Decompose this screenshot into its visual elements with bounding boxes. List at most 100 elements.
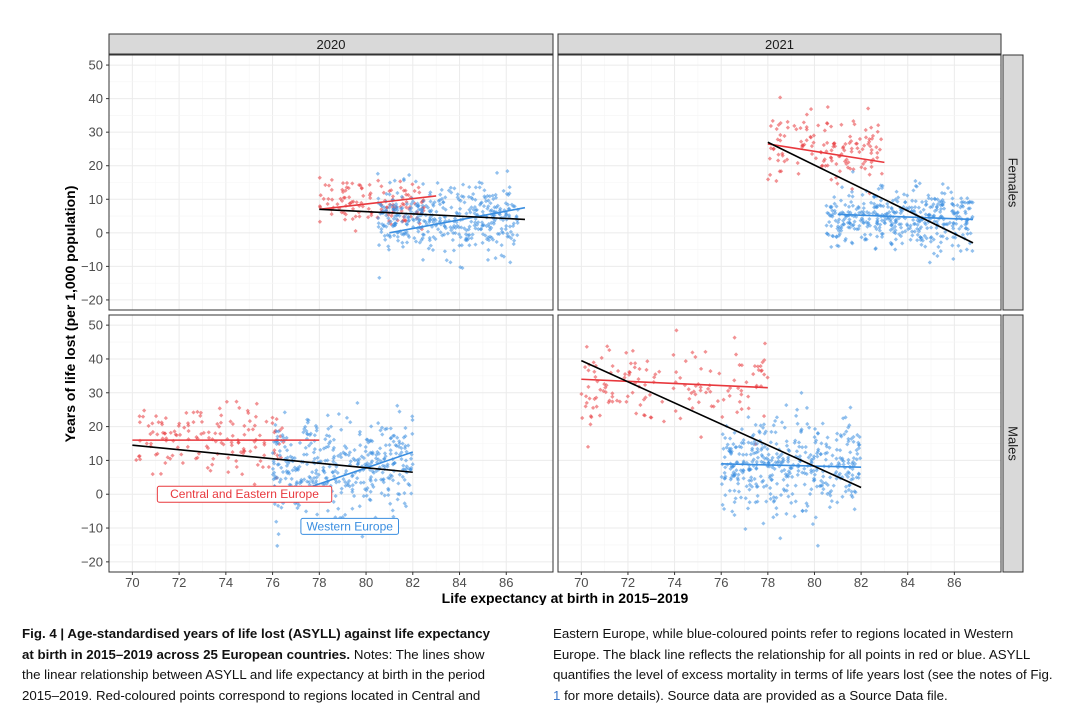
data-point (736, 472, 741, 477)
data-point (836, 473, 841, 478)
data-point (159, 420, 164, 425)
data-point (877, 228, 882, 233)
data-point (846, 439, 851, 444)
data-point (186, 423, 191, 428)
data-point (739, 388, 744, 393)
data-point (228, 419, 233, 424)
data-point (851, 459, 856, 465)
data-point (627, 369, 632, 375)
data-point (315, 512, 320, 517)
data-point (230, 421, 235, 427)
data-point (329, 212, 334, 217)
data-point (820, 490, 825, 496)
data-point (905, 193, 910, 198)
data-point (728, 477, 733, 482)
data-point (800, 143, 806, 148)
y-tick-label: 10 (89, 453, 103, 468)
data-point (279, 505, 284, 510)
data-point (452, 186, 457, 191)
data-point (355, 462, 360, 467)
data-point (355, 476, 360, 481)
data-point (778, 536, 783, 541)
data-point (748, 452, 753, 457)
data-point (451, 230, 456, 236)
data-point (885, 201, 890, 206)
data-point (804, 471, 809, 477)
x-tick-label: 74 (219, 575, 233, 590)
facet-label-males: Males (1006, 426, 1021, 461)
data-point (260, 464, 266, 470)
data-point (448, 260, 453, 265)
data-point (721, 397, 726, 402)
data-point (607, 398, 612, 403)
data-point (967, 206, 972, 211)
data-point (737, 451, 742, 457)
data-point (768, 473, 773, 478)
data-point (333, 468, 338, 473)
data-point (825, 140, 830, 145)
data-point (762, 372, 767, 377)
data-point (917, 227, 922, 232)
data-point (746, 440, 751, 445)
data-point (785, 125, 790, 130)
data-point (213, 431, 218, 436)
figure-link[interactable]: 1 (553, 687, 561, 703)
data-point (942, 191, 947, 196)
data-point (339, 198, 345, 204)
data-point (829, 177, 834, 182)
data-point (303, 509, 309, 514)
data-point (804, 125, 809, 130)
data-point (844, 157, 849, 162)
data-point (436, 198, 441, 204)
data-point (867, 137, 872, 142)
data-point (386, 475, 391, 480)
data-point (397, 492, 402, 497)
data-point (297, 464, 302, 469)
data-point (406, 218, 412, 223)
x-tick-label: 72 (621, 575, 635, 590)
data-point (932, 208, 938, 214)
data-point (846, 425, 851, 430)
data-point (917, 181, 922, 186)
data-point (874, 145, 879, 150)
data-point (297, 440, 303, 445)
data-point (821, 480, 826, 486)
data-point (411, 218, 416, 223)
data-point (638, 402, 643, 408)
data-point (501, 254, 507, 259)
data-point (792, 514, 797, 519)
data-point (848, 210, 853, 215)
panel-border (557, 54, 1002, 311)
facet-label-2021: 2021 (765, 37, 794, 52)
data-point (939, 202, 944, 207)
data-point (827, 219, 832, 225)
data-point (593, 374, 598, 380)
data-point (399, 232, 405, 237)
data-point (442, 249, 448, 254)
data-point (918, 210, 923, 215)
data-point (774, 415, 780, 420)
data-point (472, 204, 478, 210)
data-point (336, 411, 341, 417)
data-point (875, 155, 880, 160)
data-point (487, 234, 493, 239)
y-tick-label: 20 (89, 419, 103, 434)
data-point (271, 477, 276, 482)
data-point (741, 452, 746, 457)
data-point (473, 242, 478, 247)
data-point (464, 228, 469, 233)
data-point (160, 422, 165, 427)
data-point (306, 418, 311, 423)
data-point (744, 380, 749, 385)
data-point (323, 458, 328, 463)
data-point (272, 501, 277, 507)
data-point (807, 491, 813, 497)
data-point (739, 427, 745, 432)
data-point (785, 483, 790, 488)
data-point (504, 223, 509, 229)
fit-line (837, 213, 974, 221)
data-point (885, 211, 890, 217)
data-point (829, 223, 834, 229)
data-point (921, 207, 926, 212)
data-point (370, 450, 375, 455)
